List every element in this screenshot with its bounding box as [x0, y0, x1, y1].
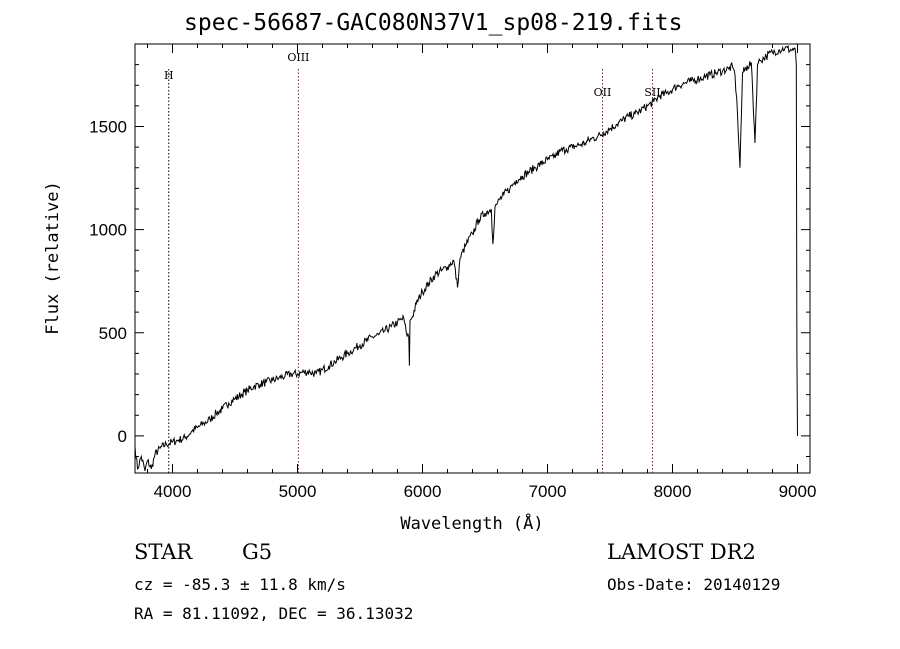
axis-ticks: 4000 5000 6000 7000 8000 9000 0 500 1000 1500: [89, 44, 816, 501]
y-axis-label: Flux (relative): [43, 181, 63, 335]
y-tick-label: 500: [99, 324, 127, 343]
spectral-line-label: H: [164, 69, 174, 82]
spectrum-line: [134, 44, 798, 472]
spectral-line-label: OII: [594, 86, 612, 99]
object-class: STAR: [134, 540, 193, 564]
chart-title: spec-56687-GAC080N37V1_sp08-219.fits: [184, 10, 683, 36]
x-tick-label: 5000: [279, 482, 317, 501]
spectral-line-markers: H OIII OII SII: [164, 51, 661, 473]
redshift-text: cz = -85.3 ± 11.8 km/s: [134, 575, 346, 594]
plot-frame: [134, 43, 811, 474]
object-subclass: G5: [242, 540, 273, 564]
spectral-line-label: OIII: [287, 51, 309, 64]
x-axis-label: Wavelength (Å): [400, 512, 543, 534]
x-tick-label: 6000: [404, 482, 442, 501]
y-tick-label: 1500: [89, 118, 127, 137]
y-tick-label: 1000: [89, 221, 127, 240]
x-tick-label: 7000: [529, 482, 567, 501]
x-tick-label: 8000: [654, 482, 692, 501]
obs-date-text: Obs-Date: 20140129: [607, 575, 781, 594]
spectral-line-label: SII: [644, 86, 660, 99]
coordinates-text: RA = 81.11092, DEC = 36.13032: [134, 604, 414, 623]
survey-name: LAMOST DR2: [607, 540, 756, 564]
y-tick-label: 0: [118, 427, 127, 446]
x-tick-label: 4000: [154, 482, 192, 501]
x-tick-label: 9000: [779, 482, 817, 501]
